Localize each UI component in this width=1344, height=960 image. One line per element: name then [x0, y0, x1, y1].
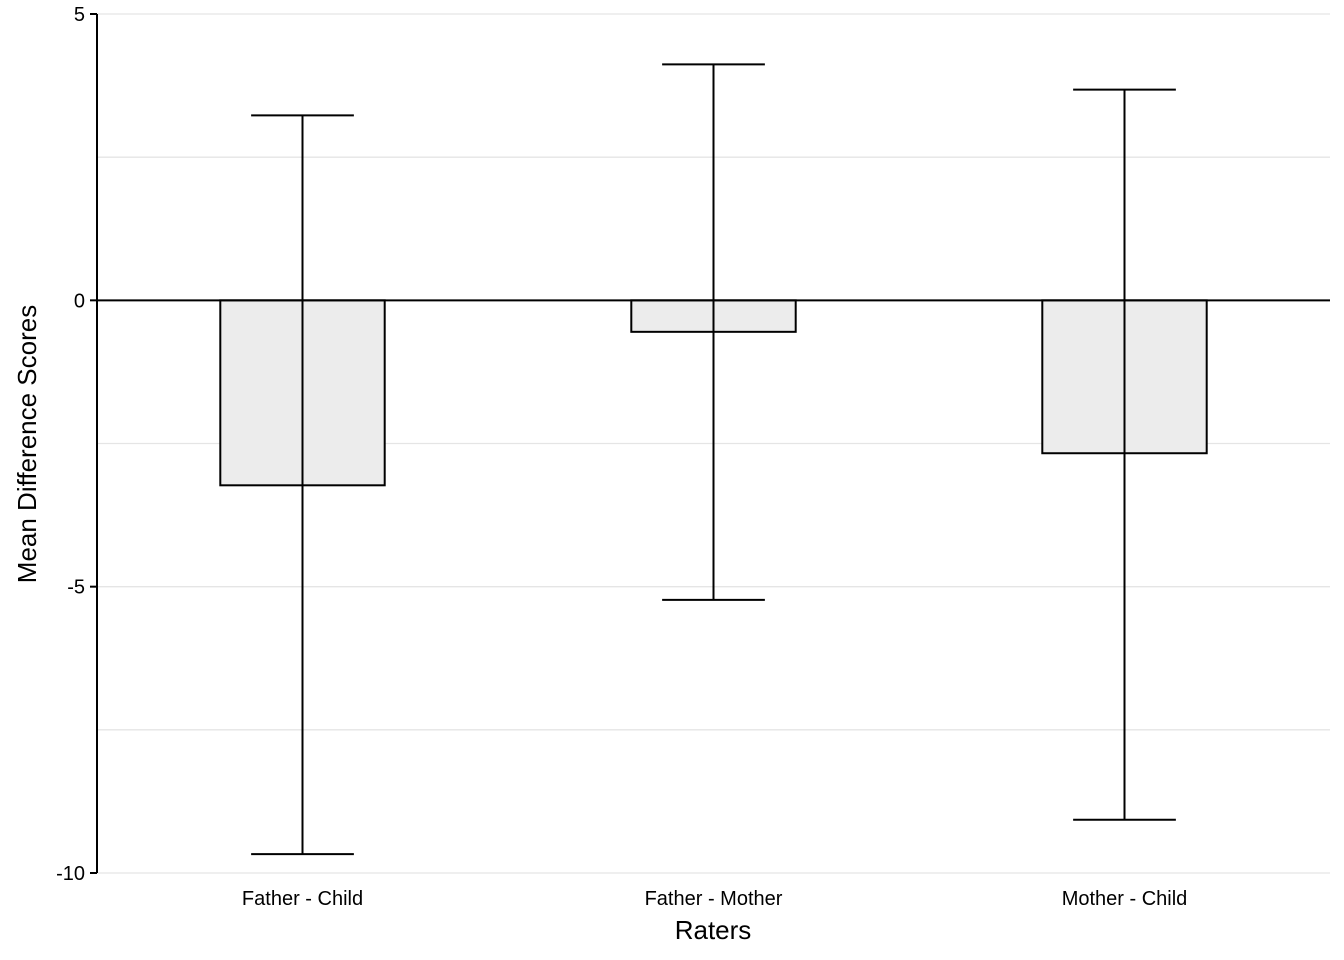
y-tick-label: 0	[74, 290, 85, 312]
y-axis	[90, 13, 98, 874]
y-tick-labels: -10 -5 0 5	[56, 4, 85, 885]
y-tick-label: -10	[56, 863, 85, 885]
y-tick-label: -5	[67, 577, 85, 599]
y-axis-title: Mean Difference Scores	[12, 305, 42, 583]
y-tick-label: 5	[74, 4, 85, 26]
x-tick-label: Father - Mother	[645, 888, 783, 910]
x-tick-label: Mother - Child	[1062, 888, 1188, 910]
error-bars	[251, 63, 1176, 856]
x-tick-labels: Father - Child Father - Mother Mother - Ch…	[242, 888, 1187, 910]
x-tick-label: Father - Child	[242, 888, 363, 910]
x-axis-title: Raters	[675, 915, 752, 945]
